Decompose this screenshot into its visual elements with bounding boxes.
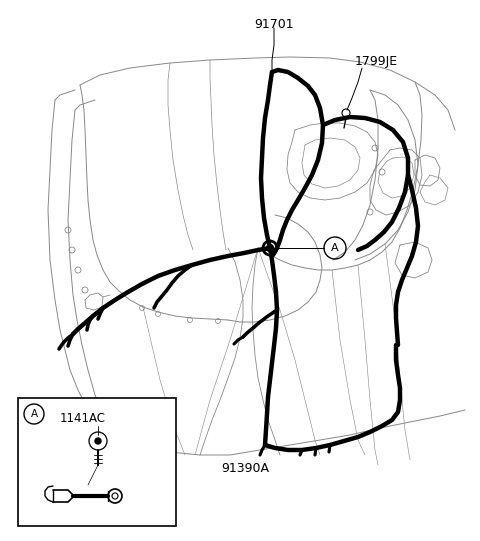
Circle shape — [266, 245, 274, 252]
Circle shape — [95, 438, 101, 444]
Text: 1141AC: 1141AC — [60, 412, 106, 425]
Text: A: A — [30, 409, 37, 419]
Text: A: A — [331, 243, 339, 253]
Bar — [18, 398, 176, 526]
Text: 91390A: 91390A — [221, 462, 269, 475]
Text: 91701: 91701 — [254, 18, 294, 31]
Text: 1799JE: 1799JE — [355, 55, 398, 68]
